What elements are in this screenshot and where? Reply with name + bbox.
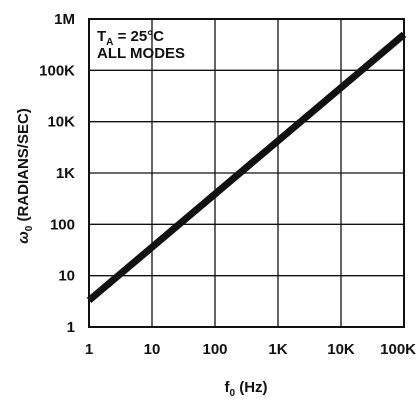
x-axis-label: f0 (Hz) <box>224 379 267 399</box>
x-tick-label-5: 100K <box>380 341 416 358</box>
annotation-ta-subscript: A <box>106 37 113 48</box>
x-tick-label-1: 10 <box>144 341 161 358</box>
annotation-all-modes: ALL MODES <box>97 45 185 62</box>
y-axis-label-sub: 0 <box>24 225 35 231</box>
grid-lines <box>88 18 405 328</box>
x-tick-label-4: 10K <box>327 341 355 358</box>
y-tick-label-3: 1K <box>56 165 75 182</box>
condition-annotation: TA = 25°C ALL MODES <box>97 28 185 62</box>
y-tick-label-0: 1 <box>67 319 75 336</box>
y-axis-label-main: ω <box>15 231 32 244</box>
y-tick-label-2: 100 <box>50 216 75 233</box>
x-tick-labels: 1 10 100 1K 10K 100K <box>85 341 416 358</box>
series-line-0 <box>86 31 407 304</box>
y-tick-label-6: 1M <box>54 11 75 28</box>
x-axis-label-main: f <box>224 379 230 396</box>
x-tick-label-0: 1 <box>85 341 93 358</box>
y-tick-label-1: 10 <box>58 268 75 285</box>
y-axis-label-rest: (RADIANS/SEC) <box>15 108 32 226</box>
annotation-ta-symbol: T <box>97 28 106 45</box>
series-lines <box>86 31 407 304</box>
y-axis-label: ω0 (RADIANS/SEC) <box>15 108 35 244</box>
svg-text:TA = 25°C: TA = 25°C <box>97 28 164 48</box>
x-axis-label-sub: 0 <box>229 388 235 399</box>
x-axis-label-rest: (Hz) <box>235 379 268 396</box>
x-tick-label-2: 100 <box>202 341 227 358</box>
plot-frame <box>88 18 405 328</box>
y-tick-label-5: 100K <box>39 62 75 79</box>
y-tick-labels: 1 10 100 1K 10K 100K 1M <box>39 11 75 336</box>
y-tick-label-4: 10K <box>47 114 75 131</box>
annotation-ta-value: = 25°C <box>113 28 164 45</box>
x-tick-label-3: 1K <box>268 341 287 358</box>
